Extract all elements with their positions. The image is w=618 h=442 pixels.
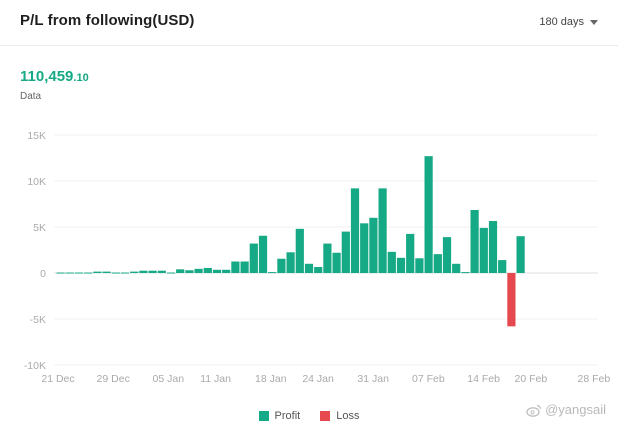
- x-tick-label: 20 Feb: [515, 373, 548, 385]
- profit-bar: [360, 223, 369, 273]
- profit-bar: [498, 260, 507, 273]
- profit-bar: [268, 272, 277, 274]
- legend-label-loss: Loss: [336, 410, 360, 422]
- profit-bar: [139, 270, 148, 273]
- y-tick-label: 0: [40, 268, 46, 280]
- x-tick-label: 24 Jan: [302, 373, 334, 385]
- watermark-text: @yangsail: [545, 402, 606, 417]
- profit-bar: [295, 228, 304, 273]
- profit-bar: [461, 272, 470, 274]
- profit-bar: [120, 272, 130, 274]
- profit-bar: [369, 217, 378, 273]
- profit-bar: [258, 235, 268, 273]
- x-tick-label: 18 Jan: [255, 373, 287, 385]
- x-tick-label: 29 Dec: [97, 373, 130, 385]
- profit-bar: [148, 270, 157, 273]
- profit-bar: [387, 251, 396, 273]
- profit-bar: [65, 272, 74, 274]
- profit-bar: [314, 267, 323, 273]
- profit-bar: [341, 231, 350, 273]
- profit-bar: [157, 270, 166, 273]
- profit-bar: [185, 270, 194, 273]
- total-pl-value: 110,459.10: [20, 68, 89, 85]
- y-tick-label: 15K: [27, 130, 46, 142]
- loss-bar: [507, 273, 516, 327]
- weibo-icon: [526, 404, 542, 417]
- total-pl-integer: 110,459: [20, 68, 74, 85]
- profit-bar: [442, 237, 452, 273]
- x-tick-label: 31 Jan: [357, 373, 389, 385]
- profit-bar: [130, 271, 139, 273]
- profit-bar: [84, 272, 93, 274]
- card-header: P/L from following(USD) 180 days: [0, 0, 618, 46]
- profit-bar: [93, 271, 102, 273]
- profit-bar: [176, 269, 185, 273]
- profit-bar: [102, 271, 111, 273]
- x-tick-label: 11 Jan: [200, 373, 231, 385]
- y-tick-label: -5K: [30, 314, 46, 326]
- profit-bar: [406, 233, 415, 273]
- profit-bar: [350, 188, 360, 273]
- chart-legend: Profit Loss: [0, 410, 618, 422]
- profit-bar: [111, 272, 120, 274]
- profit-bar: [323, 243, 332, 273]
- profit-bar: [74, 272, 84, 274]
- legend-item-profit[interactable]: Profit: [258, 410, 301, 422]
- profit-bar: [166, 272, 176, 274]
- profit-bar: [240, 261, 249, 273]
- x-tick-label: 07 Feb: [412, 373, 445, 385]
- page-title: P/L from following(USD): [20, 12, 195, 29]
- profit-bar: [56, 272, 65, 274]
- legend-label-profit: Profit: [274, 410, 301, 422]
- profit-bar: [424, 156, 433, 273]
- profit-bar: [304, 263, 314, 273]
- profit-bar: [277, 258, 286, 273]
- profit-bar: [203, 267, 212, 273]
- x-tick-label: 14 Feb: [467, 373, 500, 385]
- profit-bar: [516, 236, 525, 273]
- watermark: @yangsail: [526, 402, 606, 417]
- x-tick-label: 28 Feb: [578, 373, 611, 385]
- legend-item-loss[interactable]: Loss: [320, 410, 359, 422]
- profit-bar: [479, 227, 488, 273]
- profit-bar: [470, 209, 479, 273]
- profit-bar: [222, 269, 231, 273]
- profit-bar: [231, 261, 240, 273]
- profit-bar: [378, 188, 387, 273]
- caret-down-icon: [590, 19, 598, 25]
- profit-bar: [194, 268, 203, 273]
- profit-bar: [452, 263, 461, 273]
- loss-swatch: [320, 411, 331, 421]
- time-range-label: 180 days: [539, 16, 584, 28]
- profit-bar: [332, 252, 341, 273]
- y-tick-label: -10K: [24, 360, 46, 372]
- x-tick-label: 21 Dec: [41, 373, 74, 385]
- profit-bar: [415, 258, 424, 273]
- total-pl-decimals: .10: [73, 72, 89, 84]
- profit-bar: [212, 269, 222, 273]
- profit-bar: [286, 252, 295, 273]
- profit-bar: [249, 243, 258, 273]
- profit-swatch: [258, 411, 269, 421]
- time-range-dropdown[interactable]: 180 days: [539, 13, 598, 31]
- x-tick-label: 05 Jan: [153, 373, 185, 385]
- y-tick-label: 5K: [33, 222, 46, 234]
- y-tick-label: 10K: [27, 176, 46, 188]
- profit-bar: [433, 254, 442, 273]
- total-pl-label: Data: [20, 91, 42, 102]
- profit-bar: [396, 257, 406, 273]
- profit-bar: [488, 221, 498, 273]
